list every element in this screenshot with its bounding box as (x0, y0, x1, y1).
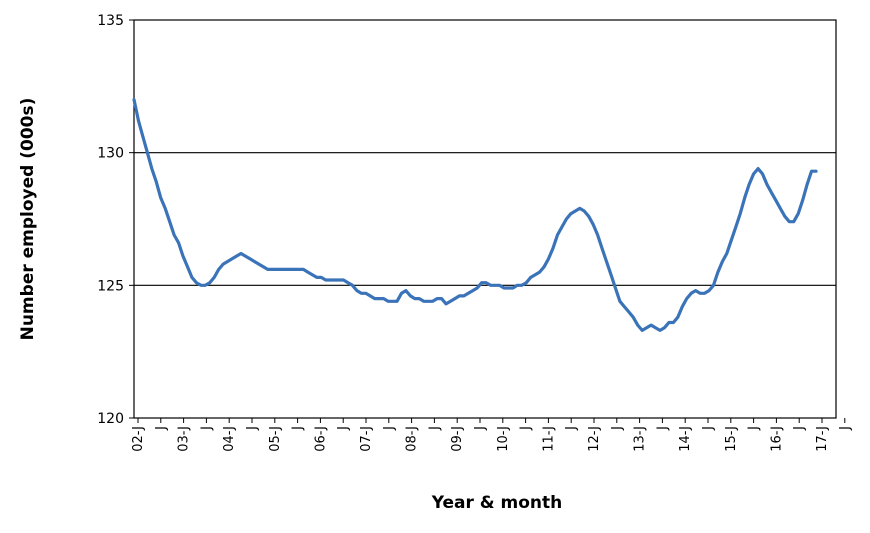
x-tick-label: 05-J (268, 426, 283, 452)
plot-area (133, 19, 837, 419)
y-axis-title: Number employed (000s) (18, 98, 38, 341)
x-tick-label: J (838, 426, 853, 431)
y-tick-label: 135 (97, 13, 124, 29)
x-tick-label: 10-J (496, 426, 511, 452)
x-tick-label: J (655, 426, 670, 431)
x-tick-label: 02-J (131, 426, 146, 452)
x-tick-label: J (427, 426, 442, 431)
y-axis-ticks: 120 125 130 135 (97, 13, 134, 427)
y-tick-label: 120 (97, 411, 124, 427)
x-tick-label: 14-J (678, 426, 693, 452)
x-tick-label: 06-J (313, 426, 328, 452)
x-tick-label: J (747, 426, 762, 431)
x-tick-label: 11-J (541, 426, 556, 452)
x-axis-ticks: 02-J J 03-J J 04-J J 05-J J 06-J J 07-J J 08-J J 09-J J… (131, 418, 853, 452)
series-line (132, 98, 818, 332)
x-tick-label: 17-J (815, 426, 830, 452)
x-tick-label: J (291, 426, 306, 431)
x-tick-label: 08-J (405, 426, 420, 452)
x-tick-label: J (473, 426, 488, 431)
x-tick-label: J (382, 426, 397, 431)
x-axis-title: Year & month (431, 493, 563, 513)
x-tick-label: J (701, 426, 716, 431)
y-tick-label: 130 (97, 146, 124, 162)
x-tick-label: 13-J (633, 426, 648, 452)
x-tick-label: 04-J (222, 426, 237, 452)
x-tick-label: J (610, 426, 625, 431)
x-tick-label: 16-J (769, 426, 784, 452)
y-tick-label: 125 (97, 278, 124, 294)
x-tick-label: J (792, 426, 807, 431)
x-tick-label: J (154, 426, 169, 431)
x-tick-label: 09-J (450, 426, 465, 452)
x-tick-label: J (199, 426, 214, 431)
x-tick-label: 12-J (587, 426, 602, 452)
gridlines (134, 152, 836, 286)
x-tick-label: 07-J (359, 426, 374, 452)
x-tick-label: 15-J (724, 426, 739, 452)
x-tick-label: J (564, 426, 579, 431)
x-tick-label: J (245, 426, 260, 431)
x-tick-label: 03-J (177, 426, 192, 452)
x-tick-label: J (336, 426, 351, 431)
x-tick-label: J (519, 426, 534, 431)
